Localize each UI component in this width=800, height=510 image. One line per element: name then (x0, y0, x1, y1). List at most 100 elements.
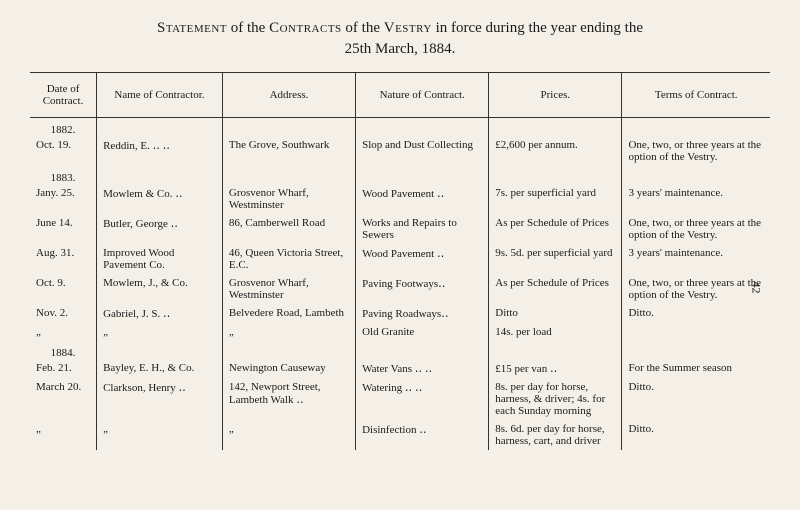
cell-name: „ (97, 323, 223, 341)
cell-address: Belvedere Road, Lambeth (222, 304, 355, 323)
cell-prices: 9s. 5d. per superficial yard (489, 244, 622, 274)
table-row: 1884. (30, 341, 770, 359)
cell-empty (489, 341, 622, 359)
cell-date: March 20. (30, 378, 97, 420)
cell-nature: Water Vans ‥ ‥ (356, 359, 489, 378)
cell-terms: One, two, or three years at the option o… (622, 136, 770, 166)
cell-name: Gabriel, J. S. ‥ (97, 304, 223, 323)
cell-prices: 8s. per day for horse, harness, & driver… (489, 378, 622, 420)
cell-empty (222, 341, 355, 359)
header-prices: Prices. (489, 73, 622, 118)
cell-empty (622, 166, 770, 184)
table-row: Jany. 25.Mowlem & Co. ‥Grosvenor Wharf, … (30, 184, 770, 214)
title-mid1: of the (227, 20, 269, 36)
cell-empty (356, 341, 489, 359)
cell-year: 1882. (30, 118, 97, 137)
cell-date: Nov. 2. (30, 304, 97, 323)
cell-date: „ (30, 420, 97, 450)
contracts-table: Date of Contract. Name of Contractor. Ad… (30, 72, 770, 450)
table-row: Aug. 31.Improved Wood Pavement Co.46, Qu… (30, 244, 770, 274)
cell-terms: 3 years' maintenance. (622, 184, 770, 214)
cell-nature: Old Granite (356, 323, 489, 341)
table-row: June 14.Butler, George ‥86, Camberwell R… (30, 214, 770, 244)
page-number: 42 (749, 282, 764, 294)
cell-nature: Disinfection ‥ (356, 420, 489, 450)
cell-name: Improved Wood Pavement Co. (97, 244, 223, 274)
cell-date: Jany. 25. (30, 184, 97, 214)
header-name: Name of Contractor. (97, 73, 223, 118)
cell-empty (489, 166, 622, 184)
cell-terms: Ditto. (622, 378, 770, 420)
page-wrap: 42 Statement of the Contracts of the Ves… (30, 20, 770, 450)
cell-address: The Grove, Southwark (222, 136, 355, 166)
cell-address: „ (222, 323, 355, 341)
cell-empty (222, 166, 355, 184)
cell-nature: Watering ‥ ‥ (356, 378, 489, 420)
table-row: „„„Disinfection ‥8s. 6d. per day for hor… (30, 420, 770, 450)
document-subtitle: 25th March, 1884. (30, 41, 770, 58)
cell-name: Mowlem, J., & Co. (97, 274, 223, 304)
cell-address: 86, Camberwell Road (222, 214, 355, 244)
cell-empty (356, 166, 489, 184)
cell-terms: 3 years' maintenance. (622, 244, 770, 274)
cell-prices: £15 per van ‥ (489, 359, 622, 378)
cell-terms: For the Summer season (622, 359, 770, 378)
cell-prices: 8s. 6d. per day for horse, harness, cart… (489, 420, 622, 450)
table-row: 1882. (30, 118, 770, 137)
cell-terms: Ditto. (622, 304, 770, 323)
cell-date: Oct. 19. (30, 136, 97, 166)
table-row: Feb. 21.Bayley, E. H., & Co.Newington Ca… (30, 359, 770, 378)
cell-name: Bayley, E. H., & Co. (97, 359, 223, 378)
cell-address: Newington Causeway (222, 359, 355, 378)
cell-prices: £2,600 per annum. (489, 136, 622, 166)
table-row: „„„Old Granite14s. per load (30, 323, 770, 341)
cell-terms: One, two, or three years at the option o… (622, 214, 770, 244)
cell-address: Grosvenor Wharf, Westminster (222, 274, 355, 304)
cell-nature: Slop and Dust Collecting (356, 136, 489, 166)
cell-empty (489, 118, 622, 137)
cell-name: „ (97, 420, 223, 450)
header-nature: Nature of Contract. (356, 73, 489, 118)
cell-nature: Works and Repairs to Sewers (356, 214, 489, 244)
cell-empty (222, 118, 355, 137)
cell-nature: Wood Pavement ‥ (356, 244, 489, 274)
table-row: Oct. 19.Reddin, E. ‥ ‥The Grove, Southwa… (30, 136, 770, 166)
cell-terms: Ditto. (622, 420, 770, 450)
cell-date: Aug. 31. (30, 244, 97, 274)
cell-terms (622, 323, 770, 341)
cell-date: Oct. 9. (30, 274, 97, 304)
document-title: Statement of the Contracts of the Vestry… (30, 20, 770, 37)
cell-year: 1883. (30, 166, 97, 184)
cell-empty (356, 118, 489, 137)
cell-prices: As per Schedule of Prices (489, 214, 622, 244)
cell-year: 1884. (30, 341, 97, 359)
cell-empty (622, 341, 770, 359)
cell-address: 46, Queen Victoria Street, E.C. (222, 244, 355, 274)
cell-name: Clarkson, Henry ‥ (97, 378, 223, 420)
table-row: 1883. (30, 166, 770, 184)
header-date: Date of Contract. (30, 73, 97, 118)
title-vestry: Vestry (384, 20, 432, 36)
cell-date: Feb. 21. (30, 359, 97, 378)
table-row: March 20.Clarkson, Henry ‥142, Newport S… (30, 378, 770, 420)
cell-prices: As per Schedule of Prices (489, 274, 622, 304)
table-body: 1882.Oct. 19.Reddin, E. ‥ ‥The Grove, So… (30, 118, 770, 451)
header-terms: Terms of Contract. (622, 73, 770, 118)
cell-address: 142, Newport Street, Lambeth Walk ‥ (222, 378, 355, 420)
cell-date: „ (30, 323, 97, 341)
cell-address: Grosvenor Wharf, Westminster (222, 184, 355, 214)
cell-empty (97, 118, 223, 137)
cell-empty (97, 166, 223, 184)
table-row: Nov. 2.Gabriel, J. S. ‥Belvedere Road, L… (30, 304, 770, 323)
cell-prices: Ditto (489, 304, 622, 323)
cell-name: Butler, George ‥ (97, 214, 223, 244)
cell-name: Mowlem & Co. ‥ (97, 184, 223, 214)
cell-address: „ (222, 420, 355, 450)
cell-date: June 14. (30, 214, 97, 244)
title-mid2: of the (342, 20, 384, 36)
table-header-row: Date of Contract. Name of Contractor. Ad… (30, 73, 770, 118)
cell-name: Reddin, E. ‥ ‥ (97, 136, 223, 166)
table-row: Oct. 9.Mowlem, J., & Co.Grosvenor Wharf,… (30, 274, 770, 304)
header-address: Address. (222, 73, 355, 118)
title-statement: Statement (157, 20, 227, 36)
